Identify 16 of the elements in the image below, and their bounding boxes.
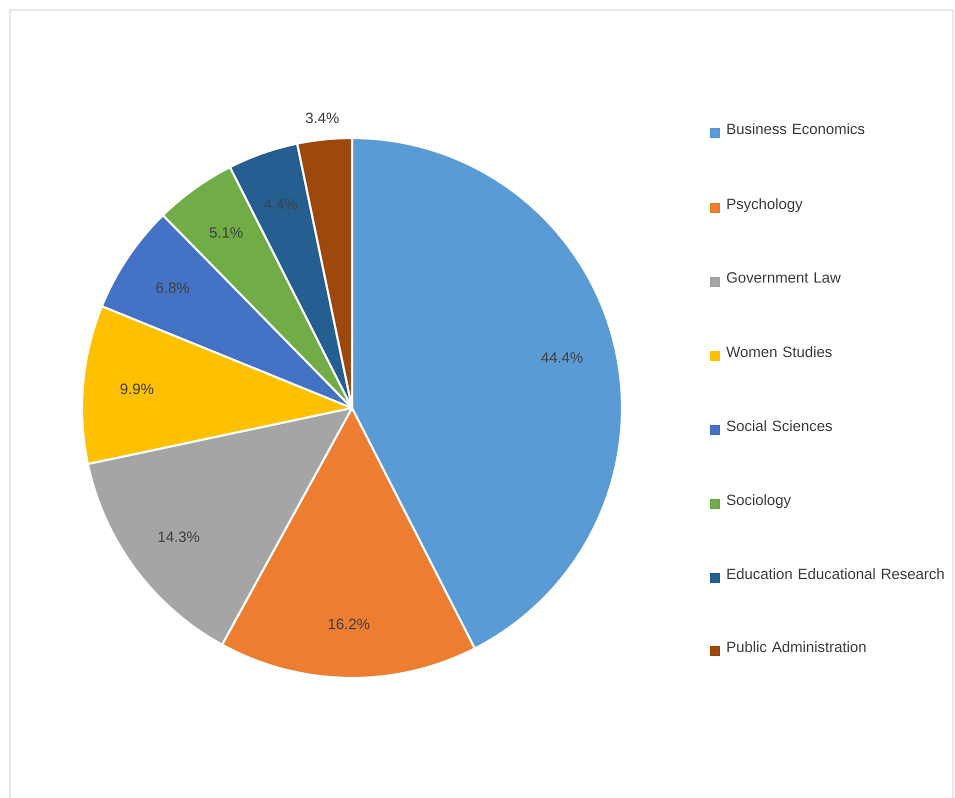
legend-label: Women Studies	[726, 346, 832, 358]
legend-label: Business Economics	[727, 123, 864, 134]
legend-label: Education Educational Research	[727, 568, 944, 580]
data-label: 3.4%	[306, 112, 339, 124]
legend-label: Psychology	[727, 198, 803, 212]
data-label: 5.1%	[210, 227, 243, 238]
legend-label: Social Sciences	[726, 420, 832, 432]
data-label: 16.2%	[328, 618, 370, 630]
data-label: 9.9%	[120, 384, 154, 394]
data-label: 44.4%	[541, 352, 583, 363]
legend-label: Sociology	[726, 494, 791, 508]
data-label: 14.3%	[158, 531, 200, 542]
legend-label: Public Administration	[727, 641, 866, 652]
legend-label: Government Law	[726, 272, 841, 283]
data-label: 6.8%	[156, 282, 190, 293]
data-label: 4.4%	[264, 198, 298, 210]
